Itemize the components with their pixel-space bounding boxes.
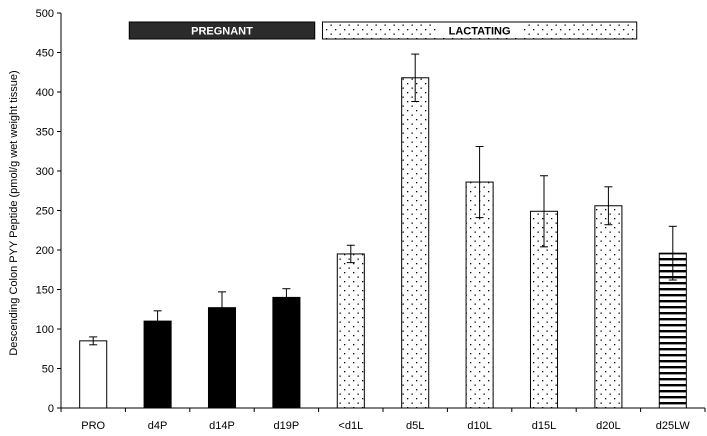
bar [465,181,494,409]
y-tick-label: 50 [42,364,54,376]
x-tick-label: d20L [596,420,620,432]
y-tick-label: 500 [36,8,54,20]
y-tick-label: 150 [36,285,54,297]
bar [143,320,172,409]
y-tick-label: 0 [48,403,54,415]
phase-label-bg [437,24,522,37]
bar [272,296,301,409]
x-tick-label: d19P [274,420,300,432]
y-tick-label: 100 [36,324,54,336]
phase-label: PREGNANT [191,26,253,38]
x-tick-label: d5L [406,420,424,432]
y-tick-label: 250 [36,206,54,218]
phase-label: LACTATING [449,26,511,38]
y-axis-title: Descending Colon PYY Peptide (pmol/g wet… [8,70,20,355]
bar [401,77,430,409]
x-tick-label: d4P [148,420,168,432]
y-tick-label: 450 [36,48,54,60]
x-tick-label: d14P [209,420,235,432]
y-tick-label: 300 [36,166,54,178]
x-tick-label: <d1L [338,420,363,432]
x-tick-label: PRO [81,420,105,432]
x-tick-label: d25LW [656,420,691,432]
x-tick-label: d10L [467,420,491,432]
y-tick-label: 400 [36,87,54,99]
y-tick-label: 200 [36,245,54,257]
phase-band [128,21,316,40]
bar [79,340,108,409]
bar [336,253,365,409]
y-tick-label: 350 [36,127,54,139]
plot-area: 0 50 100 150 200 250 300 350 400 450 500 PRO d4P d14P… [36,8,706,432]
bar [594,205,623,409]
bar [207,307,237,409]
x-tick-label: d15L [532,420,556,432]
